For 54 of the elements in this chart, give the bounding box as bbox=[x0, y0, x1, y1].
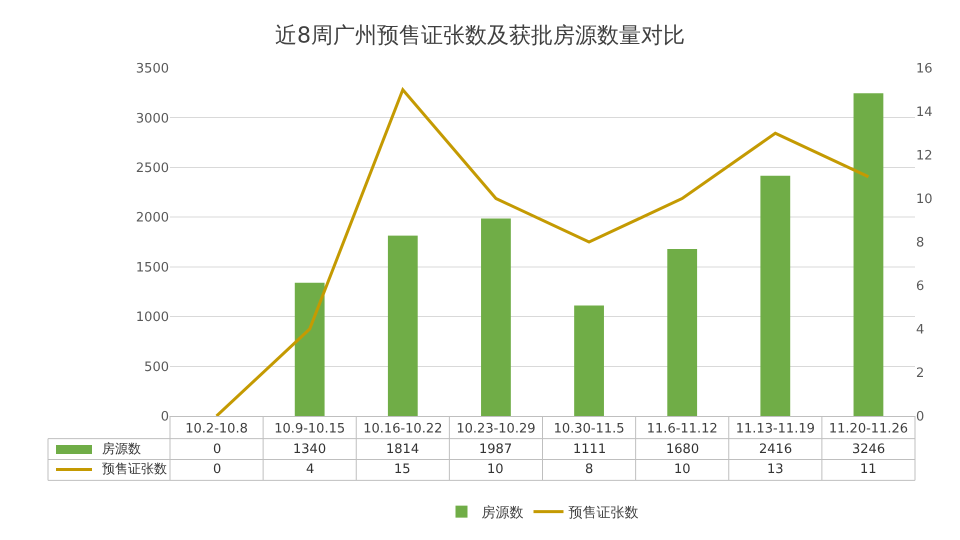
data-label: 13 bbox=[767, 462, 784, 477]
data-label: 15 bbox=[394, 462, 411, 477]
y2-tick-label: 4 bbox=[916, 322, 924, 338]
data-label: 1111 bbox=[573, 442, 606, 457]
x-tick-label: 10.30-11.5 bbox=[554, 422, 624, 437]
text: 预售证张数 bbox=[568, 505, 638, 522]
y2-tick-label: 8 bbox=[916, 236, 924, 251]
data-label: 1340 bbox=[293, 442, 326, 457]
legend-label: 预售证张数 bbox=[102, 462, 167, 477]
x-tick-label: 10.16-10.22 bbox=[363, 422, 442, 437]
text: 房源数 bbox=[102, 442, 141, 457]
bar bbox=[854, 93, 884, 416]
y-tick-label: 2500 bbox=[136, 160, 169, 176]
bar bbox=[294, 282, 325, 416]
data-label: 8 bbox=[585, 462, 594, 477]
line-series bbox=[215, 88, 870, 416]
y2-tick-label: 14 bbox=[916, 105, 933, 120]
x-tick-label: 11.13-11.19 bbox=[736, 422, 815, 437]
bar bbox=[481, 218, 511, 416]
y-tick-label: 1500 bbox=[136, 260, 169, 276]
data-label: 1680 bbox=[666, 442, 700, 457]
data-label: 11 bbox=[860, 462, 877, 477]
bar bbox=[760, 176, 790, 416]
data-label: 10 bbox=[674, 462, 691, 477]
chart-title: 近8周广州预售证张数及获批房源数量对比 bbox=[275, 23, 685, 48]
y2-tick-label: 16 bbox=[916, 62, 933, 77]
y-tick-label: 3000 bbox=[136, 111, 169, 126]
data-label: 4 bbox=[306, 462, 314, 477]
y-tick-label: 2000 bbox=[136, 210, 169, 226]
data-label: 0 bbox=[213, 442, 222, 457]
legend-label: 房源数 bbox=[482, 505, 524, 522]
data-label: 1987 bbox=[479, 442, 512, 457]
bar bbox=[574, 306, 604, 416]
data-label: 1814 bbox=[386, 442, 420, 457]
bar bbox=[388, 236, 418, 416]
data-label: 10 bbox=[487, 462, 504, 477]
x-tick-label: 11.6-11.12 bbox=[646, 422, 718, 437]
y2-tick-label: 0 bbox=[916, 410, 924, 425]
data-label: 0 bbox=[213, 462, 222, 477]
y2-tick-label: 10 bbox=[916, 192, 933, 208]
y-tick-label: 0 bbox=[160, 410, 169, 425]
x-tick-label: 11.20-11.26 bbox=[828, 422, 908, 437]
y-tick-label: 500 bbox=[144, 360, 169, 375]
x-tick-label: 10.2-10.8 bbox=[185, 422, 248, 437]
bar bbox=[667, 248, 698, 416]
y2-tick-label: 12 bbox=[916, 148, 933, 164]
data-label: 3246 bbox=[852, 442, 886, 457]
y2-tick-label: 2 bbox=[916, 366, 924, 382]
y2-tick-label: 6 bbox=[916, 279, 924, 294]
y-tick-label: 3500 bbox=[136, 62, 169, 77]
data-label: 2416 bbox=[759, 442, 792, 457]
y-tick-label: 1000 bbox=[136, 310, 169, 326]
x-tick-label: 10.23-10.29 bbox=[456, 422, 536, 437]
x-tick-label: 10.9-10.15 bbox=[274, 422, 346, 437]
